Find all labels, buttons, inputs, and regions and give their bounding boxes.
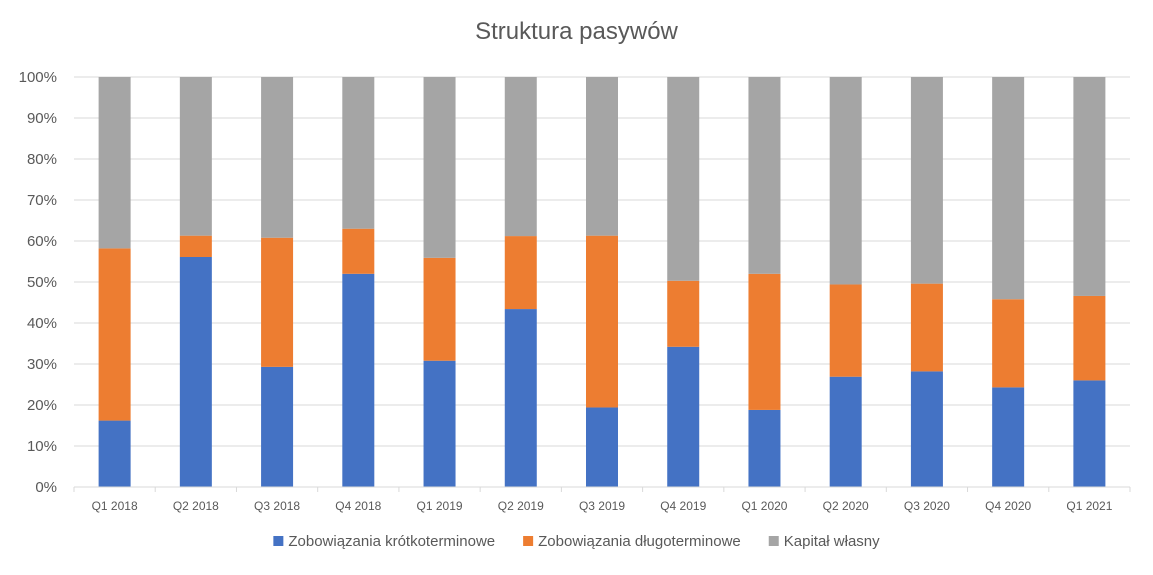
y-tick-label: 0% — [35, 479, 57, 496]
bar-segment-3-5 — [423, 77, 456, 258]
x-tick-label: Q1 2018 — [92, 499, 138, 513]
x-tick-label: Q1 2021 — [1066, 499, 1112, 513]
bar-segment-3-8 — [667, 77, 700, 281]
bar-segment-1-9 — [748, 409, 781, 487]
bar-segment-3-2 — [179, 77, 212, 236]
y-tick-label: 10% — [27, 438, 57, 455]
y-tick-label: 90% — [27, 110, 57, 127]
legend-item: Zobowiązania krótkoterminowe — [273, 533, 495, 550]
bars — [98, 77, 1106, 487]
y-tick-label: 20% — [27, 397, 57, 414]
x-tick-label: Q4 2019 — [660, 499, 706, 513]
y-tick-label: 30% — [27, 356, 57, 373]
bar-segment-3-3 — [261, 77, 294, 238]
y-tick-label: 100% — [19, 69, 57, 86]
bar-segment-1-4 — [342, 273, 375, 487]
legend-item: Kapitał własny — [768, 533, 880, 550]
x-tick-label: Q4 2018 — [335, 499, 381, 513]
bar-segment-2-1 — [98, 248, 131, 421]
bar-segment-1-3 — [261, 366, 294, 487]
bar-segment-1-1 — [98, 420, 131, 487]
bar-segment-2-8 — [667, 280, 700, 347]
legend-item: Zobowiązania długoterminowe — [523, 533, 741, 550]
y-tick-label: 70% — [27, 192, 57, 209]
legend-swatch — [768, 536, 779, 546]
bar-segment-1-13 — [1073, 380, 1106, 487]
bar-segment-1-7 — [586, 407, 618, 487]
bar-segment-2-6 — [504, 236, 537, 310]
bar-segment-1-2 — [179, 256, 212, 487]
legend-label: Zobowiązania krótkoterminowe — [288, 533, 495, 550]
bar-segment-3-12 — [992, 77, 1025, 300]
bar-segment-2-10 — [829, 284, 862, 377]
x-tick-label: Q1 2019 — [417, 499, 463, 513]
bar-segment-1-5 — [423, 360, 456, 487]
axes: 0% 10% 20% 30% 40% 50% 60% 70% 80% 90% 100% Q1 2018… — [19, 69, 1131, 513]
bar-segment-1-10 — [829, 376, 862, 487]
bar-segment-2-3 — [261, 237, 294, 367]
bar-segment-2-4 — [342, 228, 375, 274]
legend-swatch — [273, 536, 284, 546]
bar-segment-1-11 — [910, 371, 943, 487]
legend-label: Kapitał własny — [784, 533, 880, 550]
bar-segment-3-11 — [910, 77, 943, 284]
bar-segment-3-4 — [342, 77, 375, 229]
bar-segment-2-11 — [910, 283, 943, 372]
bar-segment-2-2 — [179, 235, 212, 257]
bar-segment-3-6 — [504, 77, 537, 237]
y-tick-label: 50% — [27, 274, 57, 291]
bar-segment-1-12 — [992, 387, 1025, 487]
legend-label: Zobowiązania długoterminowe — [538, 533, 741, 550]
bar-segment-2-12 — [992, 299, 1025, 388]
bar-segment-3-1 — [98, 77, 131, 249]
x-tick-label: Q2 2019 — [498, 499, 544, 513]
bar-segment-2-13 — [1073, 295, 1106, 381]
legend-swatch — [523, 536, 534, 546]
bar-segment-2-9 — [748, 273, 781, 410]
x-tick-label: Q3 2018 — [254, 499, 300, 513]
x-tick-label: Q2 2020 — [823, 499, 869, 513]
bar-segment-3-7 — [586, 77, 618, 236]
bar-segment-3-10 — [829, 77, 862, 285]
x-tick-label: Q2 2018 — [173, 499, 219, 513]
bar-segment-3-9 — [748, 77, 781, 274]
chart-title: Struktura pasywów — [475, 18, 678, 45]
bar-segment-1-6 — [504, 309, 537, 487]
bar-segment-2-7 — [586, 235, 618, 408]
bar-segment-1-8 — [667, 346, 700, 487]
x-tick-label: Q3 2020 — [904, 499, 950, 513]
x-tick-label: Q4 2020 — [985, 499, 1031, 513]
y-tick-label: 60% — [27, 233, 57, 250]
bar-segment-2-5 — [423, 257, 456, 361]
x-tick-label: Q1 2020 — [741, 499, 787, 513]
y-tick-label: 40% — [27, 315, 57, 332]
bar-segment-3-13 — [1073, 77, 1106, 296]
y-tick-label: 80% — [27, 151, 57, 168]
x-tick-label: Q3 2019 — [579, 499, 625, 513]
legend: Zobowiązania krótkoterminowe Zobowiązania… — [273, 533, 880, 550]
